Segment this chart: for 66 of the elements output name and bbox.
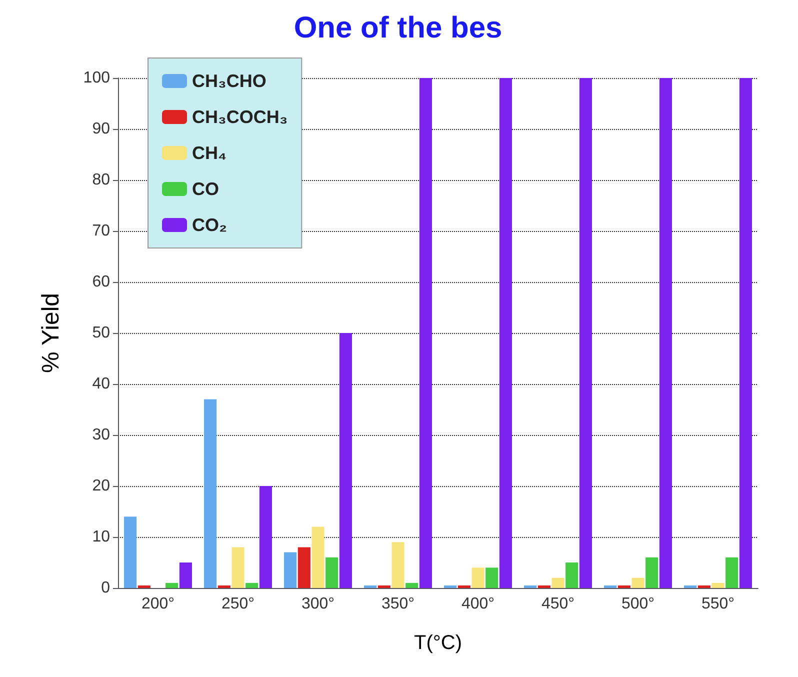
bar — [419, 78, 432, 588]
y-tick-label: 70 — [92, 222, 110, 240]
y-tick-label: 40 — [92, 376, 110, 392]
x-tick-label: 300° — [301, 596, 335, 612]
chart-title: One of the bes — [294, 12, 502, 44]
x-tick-label: 400° — [461, 596, 495, 612]
legend-label: CO — [192, 179, 219, 199]
bar — [566, 562, 578, 588]
legend-label: CH₃COCH₃ — [192, 107, 288, 127]
bar — [659, 78, 672, 588]
y-tick-label: 90 — [92, 120, 110, 138]
bar — [499, 78, 512, 588]
bar — [378, 585, 390, 588]
bar — [246, 582, 258, 588]
bar — [684, 585, 697, 588]
bar — [166, 582, 178, 588]
bar — [232, 547, 244, 588]
bar — [486, 568, 498, 588]
bar — [552, 578, 564, 588]
bar — [726, 557, 738, 588]
y-axis-title: % Yield — [38, 292, 64, 374]
y-tick-label: 10 — [92, 528, 110, 546]
y-tick-label: 20 — [92, 478, 110, 494]
bar — [284, 552, 297, 588]
x-tick-label: 450° — [541, 596, 575, 612]
legend-label: CO₂ — [192, 215, 227, 235]
bar — [579, 78, 592, 588]
bar — [698, 585, 710, 588]
x-tick-label: 550° — [701, 596, 735, 612]
y-tick-label: 0 — [101, 580, 110, 596]
bar — [138, 585, 150, 588]
bar — [124, 516, 137, 588]
y-tick-label: 30 — [92, 426, 110, 444]
y-tick-label: 50 — [92, 324, 110, 342]
bar — [298, 547, 310, 588]
bar — [392, 542, 404, 588]
bar — [406, 582, 418, 588]
bar — [646, 557, 658, 588]
bar — [444, 585, 457, 588]
bar — [472, 568, 484, 588]
x-axis-title: T(°C) — [414, 632, 462, 654]
bar — [538, 585, 550, 588]
bar — [339, 333, 352, 588]
x-tick-label: 350° — [381, 596, 415, 612]
bar — [218, 585, 230, 588]
bar — [259, 486, 272, 588]
bar — [204, 399, 217, 588]
legend-label: CH₃CHO — [192, 71, 266, 91]
legend-label: CH₄ — [192, 143, 227, 163]
bar — [364, 585, 377, 588]
bar — [458, 585, 470, 588]
bar — [712, 582, 724, 588]
x-tick-label: 200° — [141, 596, 175, 612]
bar — [632, 578, 644, 588]
bar — [618, 585, 630, 588]
y-tick-label: 80 — [92, 172, 110, 188]
y-tick-label: 60 — [92, 274, 110, 290]
bar — [524, 585, 537, 588]
y-tick-label: 100 — [83, 70, 110, 86]
bar — [179, 562, 192, 588]
bar — [326, 557, 338, 588]
bar — [604, 585, 617, 588]
x-tick-label: 250° — [221, 596, 255, 612]
bar — [739, 78, 752, 588]
x-tick-label: 500° — [621, 596, 655, 612]
bar — [312, 526, 324, 588]
